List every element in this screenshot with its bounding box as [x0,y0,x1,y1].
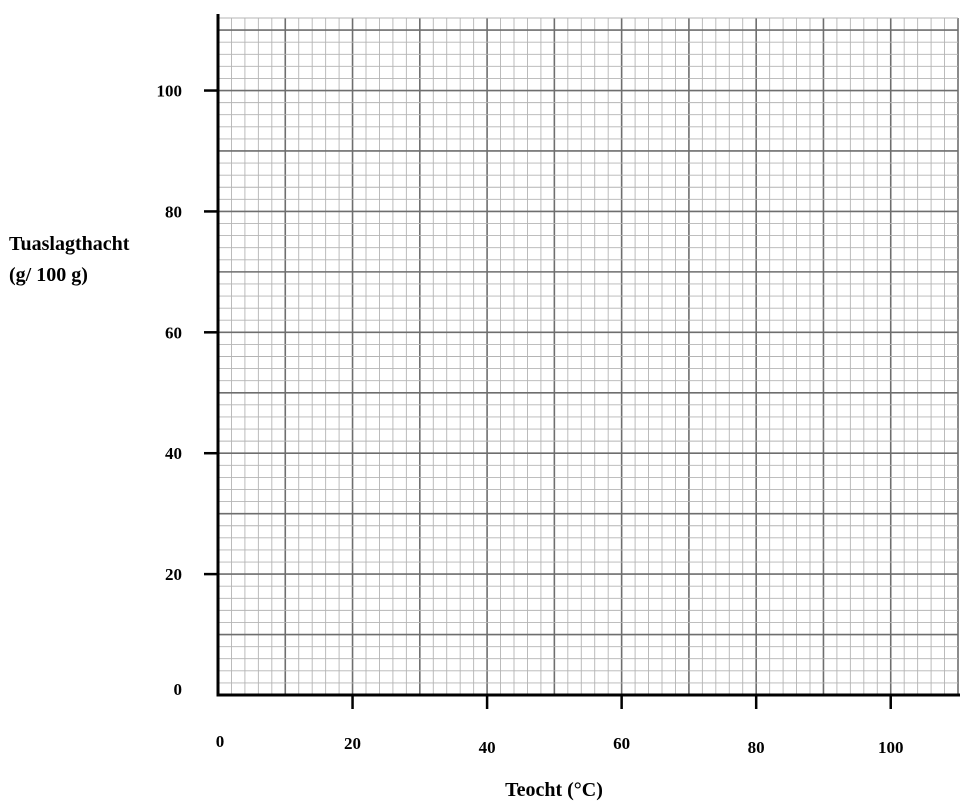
x-tick-label: 20 [344,734,361,753]
x-tick-label: 0 [216,732,225,751]
y-tick-label: 80 [165,202,182,221]
tick-marks [204,89,892,709]
x-tick-label: 60 [613,734,630,753]
y-tick-label: 60 [165,323,182,342]
x-tick-label: 40 [479,738,496,757]
y-axis-title-line-2: (g/ 100 g) [9,264,88,286]
y-tick-label: 40 [165,444,182,463]
y-axis-title-line-1: Tuaslagthacht [9,233,130,255]
grid [218,17,959,695]
y-tick-label: 0 [174,680,183,699]
x-tick-label: 80 [748,738,765,757]
axes [216,14,960,697]
x-axis-title: Teocht (°C) [505,779,603,801]
x-tick-label: 100 [878,738,904,757]
y-tick-label: 100 [157,82,183,101]
tick-labels: 0 20 40 60 80 100 0 20 40 60 80 100 [157,82,904,757]
y-tick-label: 20 [165,565,182,584]
